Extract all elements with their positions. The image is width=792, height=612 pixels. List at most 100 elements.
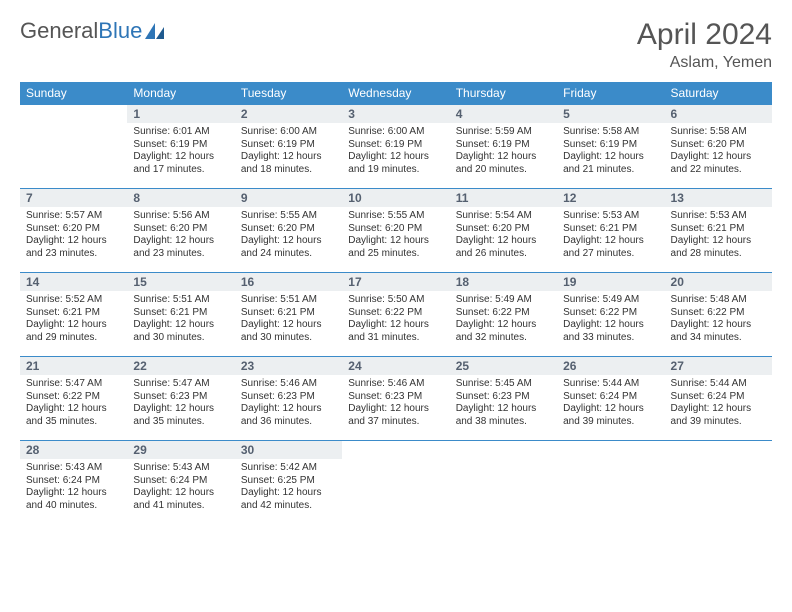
sunrise-text: Sunrise: 5:46 AM [348,378,443,391]
sunrise-text: Sunrise: 5:43 AM [26,462,121,475]
sunrise-text: Sunrise: 5:44 AM [671,378,766,391]
sunset-text: Sunset: 6:24 PM [671,391,766,404]
day-number: 6 [665,105,772,123]
calendar-cell: 15Sunrise: 5:51 AMSunset: 6:21 PMDayligh… [127,273,234,357]
day-detail: Sunrise: 5:47 AMSunset: 6:22 PMDaylight:… [20,375,127,432]
daylight-text: Daylight: 12 hours and 35 minutes. [133,403,228,428]
calendar-cell: 13Sunrise: 5:53 AMSunset: 6:21 PMDayligh… [665,189,772,273]
day-number: 25 [450,357,557,375]
calendar-cell: 27Sunrise: 5:44 AMSunset: 6:24 PMDayligh… [665,357,772,441]
sunrise-text: Sunrise: 5:58 AM [563,126,658,139]
daylight-text: Daylight: 12 hours and 39 minutes. [563,403,658,428]
location-label: Aslam, Yemen [637,54,772,72]
sunrise-text: Sunrise: 5:49 AM [563,294,658,307]
sunset-text: Sunset: 6:21 PM [563,223,658,236]
sunrise-text: Sunrise: 5:48 AM [671,294,766,307]
sunset-text: Sunset: 6:24 PM [563,391,658,404]
day-detail: Sunrise: 5:52 AMSunset: 6:21 PMDaylight:… [20,291,127,348]
daylight-text: Daylight: 12 hours and 26 minutes. [456,235,551,260]
sunset-text: Sunset: 6:20 PM [671,139,766,152]
calendar-week-row: .1Sunrise: 6:01 AMSunset: 6:19 PMDayligh… [20,105,772,189]
calendar-cell: 2Sunrise: 6:00 AMSunset: 6:19 PMDaylight… [235,105,342,189]
day-detail: Sunrise: 5:53 AMSunset: 6:21 PMDaylight:… [557,207,664,264]
day-detail: Sunrise: 5:55 AMSunset: 6:20 PMDaylight:… [235,207,342,264]
calendar-cell: . [450,441,557,525]
calendar-cell: 29Sunrise: 5:43 AMSunset: 6:24 PMDayligh… [127,441,234,525]
day-header: Friday [557,82,664,105]
sunset-text: Sunset: 6:19 PM [241,139,336,152]
calendar-cell: 11Sunrise: 5:54 AMSunset: 6:20 PMDayligh… [450,189,557,273]
daylight-text: Daylight: 12 hours and 17 minutes. [133,151,228,176]
sunrise-text: Sunrise: 5:54 AM [456,210,551,223]
calendar-cell: 19Sunrise: 5:49 AMSunset: 6:22 PMDayligh… [557,273,664,357]
day-number: 3 [342,105,449,123]
day-detail: Sunrise: 5:51 AMSunset: 6:21 PMDaylight:… [235,291,342,348]
calendar-cell: 20Sunrise: 5:48 AMSunset: 6:22 PMDayligh… [665,273,772,357]
day-number: 12 [557,189,664,207]
sunset-text: Sunset: 6:23 PM [456,391,551,404]
sunset-text: Sunset: 6:19 PM [133,139,228,152]
daylight-text: Daylight: 12 hours and 18 minutes. [241,151,336,176]
logo: GeneralBlue [20,18,166,44]
calendar-cell: . [665,441,772,525]
daylight-text: Daylight: 12 hours and 40 minutes. [26,487,121,512]
calendar-cell: 3Sunrise: 6:00 AMSunset: 6:19 PMDaylight… [342,105,449,189]
daylight-text: Daylight: 12 hours and 34 minutes. [671,319,766,344]
day-detail: Sunrise: 5:43 AMSunset: 6:24 PMDaylight:… [20,459,127,516]
sunrise-text: Sunrise: 5:47 AM [26,378,121,391]
day-number: 2 [235,105,342,123]
day-detail: Sunrise: 5:46 AMSunset: 6:23 PMDaylight:… [342,375,449,432]
title-block: April 2024 Aslam, Yemen [637,18,772,72]
daylight-text: Daylight: 12 hours and 19 minutes. [348,151,443,176]
day-header: Saturday [665,82,772,105]
daylight-text: Daylight: 12 hours and 27 minutes. [563,235,658,260]
sunrise-text: Sunrise: 6:00 AM [348,126,443,139]
calendar-cell: 26Sunrise: 5:44 AMSunset: 6:24 PMDayligh… [557,357,664,441]
day-number: 20 [665,273,772,291]
sunset-text: Sunset: 6:19 PM [563,139,658,152]
day-number: 22 [127,357,234,375]
calendar-week-row: 14Sunrise: 5:52 AMSunset: 6:21 PMDayligh… [20,273,772,357]
sunrise-text: Sunrise: 5:45 AM [456,378,551,391]
sunset-text: Sunset: 6:25 PM [241,475,336,488]
day-number: 10 [342,189,449,207]
page-title: April 2024 [637,18,772,52]
calendar-cell: 7Sunrise: 5:57 AMSunset: 6:20 PMDaylight… [20,189,127,273]
calendar-cell: 4Sunrise: 5:59 AMSunset: 6:19 PMDaylight… [450,105,557,189]
day-detail: Sunrise: 5:58 AMSunset: 6:20 PMDaylight:… [665,123,772,180]
sunrise-text: Sunrise: 5:55 AM [348,210,443,223]
sunset-text: Sunset: 6:20 PM [348,223,443,236]
calendar-table: Sunday Monday Tuesday Wednesday Thursday… [20,82,772,525]
calendar-cell: 30Sunrise: 5:42 AMSunset: 6:25 PMDayligh… [235,441,342,525]
day-detail: Sunrise: 5:53 AMSunset: 6:21 PMDaylight:… [665,207,772,264]
sunset-text: Sunset: 6:23 PM [133,391,228,404]
calendar-cell: 23Sunrise: 5:46 AMSunset: 6:23 PMDayligh… [235,357,342,441]
day-number: 29 [127,441,234,459]
sunset-text: Sunset: 6:19 PM [456,139,551,152]
calendar-cell: 17Sunrise: 5:50 AMSunset: 6:22 PMDayligh… [342,273,449,357]
day-number: 8 [127,189,234,207]
day-number: 9 [235,189,342,207]
calendar-cell: 10Sunrise: 5:55 AMSunset: 6:20 PMDayligh… [342,189,449,273]
calendar-cell: 24Sunrise: 5:46 AMSunset: 6:23 PMDayligh… [342,357,449,441]
sunrise-text: Sunrise: 5:51 AM [133,294,228,307]
day-detail: Sunrise: 5:49 AMSunset: 6:22 PMDaylight:… [557,291,664,348]
daylight-text: Daylight: 12 hours and 35 minutes. [26,403,121,428]
day-number: 13 [665,189,772,207]
daylight-text: Daylight: 12 hours and 39 minutes. [671,403,766,428]
calendar-cell: 21Sunrise: 5:47 AMSunset: 6:22 PMDayligh… [20,357,127,441]
sunrise-text: Sunrise: 5:50 AM [348,294,443,307]
sunrise-text: Sunrise: 5:44 AM [563,378,658,391]
day-detail: Sunrise: 5:44 AMSunset: 6:24 PMDaylight:… [557,375,664,432]
sunset-text: Sunset: 6:20 PM [133,223,228,236]
day-number: 26 [557,357,664,375]
day-detail: Sunrise: 6:01 AMSunset: 6:19 PMDaylight:… [127,123,234,180]
daylight-text: Daylight: 12 hours and 33 minutes. [563,319,658,344]
day-header: Sunday [20,82,127,105]
day-detail: Sunrise: 5:54 AMSunset: 6:20 PMDaylight:… [450,207,557,264]
day-header: Thursday [450,82,557,105]
calendar-cell: 28Sunrise: 5:43 AMSunset: 6:24 PMDayligh… [20,441,127,525]
sunrise-text: Sunrise: 5:55 AM [241,210,336,223]
sunset-text: Sunset: 6:23 PM [348,391,443,404]
day-number: 1 [127,105,234,123]
